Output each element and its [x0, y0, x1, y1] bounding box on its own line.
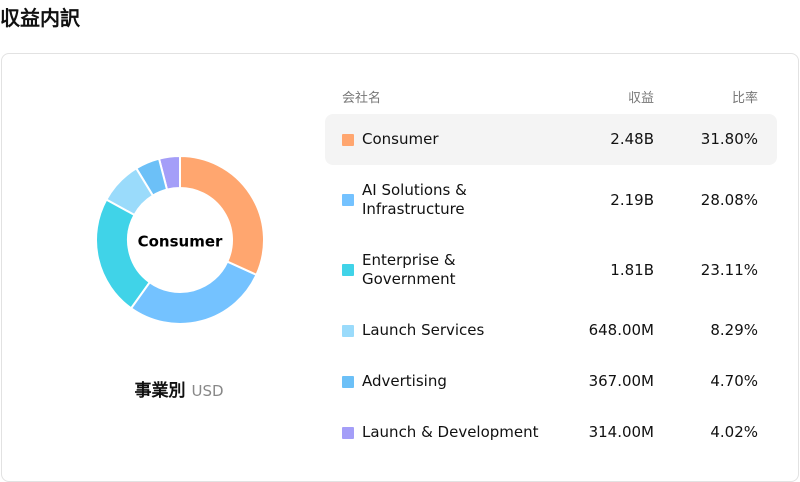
page-title: 収益内訳 — [0, 6, 80, 30]
donut-slice[interactable] — [95, 198, 152, 310]
ratio: 28.08% — [700, 190, 758, 209]
donut-slice[interactable] — [129, 260, 258, 325]
donut-chart: Consumer — [95, 154, 265, 325]
chart-footer: 事業別 USD — [2, 376, 356, 401]
legend-swatch — [342, 264, 354, 276]
column-header: 会社名 — [342, 90, 382, 106]
table-header: 会社名 収益 比率 — [325, 82, 777, 110]
table-row[interactable]: Consumer 2.48B 31.80% — [325, 114, 777, 165]
company-name: AI Solutions & Infrastructure — [362, 181, 467, 218]
table-row[interactable]: AI Solutions & Infrastructure 2.19B 28.08% — [325, 165, 777, 235]
ratio: 4.70% — [710, 372, 758, 390]
legend-swatch — [342, 426, 354, 439]
legend-swatch — [342, 133, 354, 146]
revenue: 367.00M — [588, 372, 654, 390]
donut-slice[interactable] — [179, 154, 265, 277]
company-name: Enterprise & Government — [362, 251, 456, 288]
company-name: Launch Services — [362, 321, 485, 339]
donut-slice[interactable] — [134, 157, 169, 197]
column-header: 比率 — [731, 90, 758, 106]
legend-swatch — [342, 375, 354, 388]
card: Consumer 事業別 USD 会社名 収益 比率 Consumer 2.48B 3… — [1, 53, 799, 482]
revenue: 2.19B — [610, 190, 654, 209]
table-row[interactable]: Enterprise & Government 1.81B 23.11% — [325, 235, 777, 305]
company-name: Advertising — [362, 372, 447, 390]
legend-swatch — [342, 324, 354, 337]
company-name: Launch & Development — [362, 423, 539, 441]
column-header: 収益 — [627, 90, 654, 106]
center-label: Consumer — [138, 233, 223, 251]
footer-title: 事業別 — [134, 381, 186, 401]
table-row[interactable]: Launch & Development 314.00M 4.02% — [325, 407, 777, 458]
revenue: 314.00M — [588, 423, 654, 441]
legend-swatch — [342, 194, 354, 206]
footer-unit: USD — [191, 382, 224, 400]
ratio: 23.11% — [700, 260, 758, 279]
table-row[interactable]: Launch Services 648.00M 8.29% — [325, 305, 777, 356]
revenue: 2.48B — [610, 130, 654, 148]
donut-slice[interactable] — [105, 166, 155, 217]
ratio: 8.29% — [710, 321, 758, 339]
revenue: 1.81B — [610, 260, 654, 279]
ratio: 31.80% — [700, 130, 758, 148]
table-row[interactable]: Advertising 367.00M 4.70% — [325, 356, 777, 407]
company-name: Consumer — [362, 130, 439, 148]
revenue: 648.00M — [588, 321, 654, 339]
ratio: 4.02% — [710, 423, 758, 441]
table: 会社名 収益 比率 Consumer 2.48B 31.80% AI Solution… — [325, 82, 777, 458]
